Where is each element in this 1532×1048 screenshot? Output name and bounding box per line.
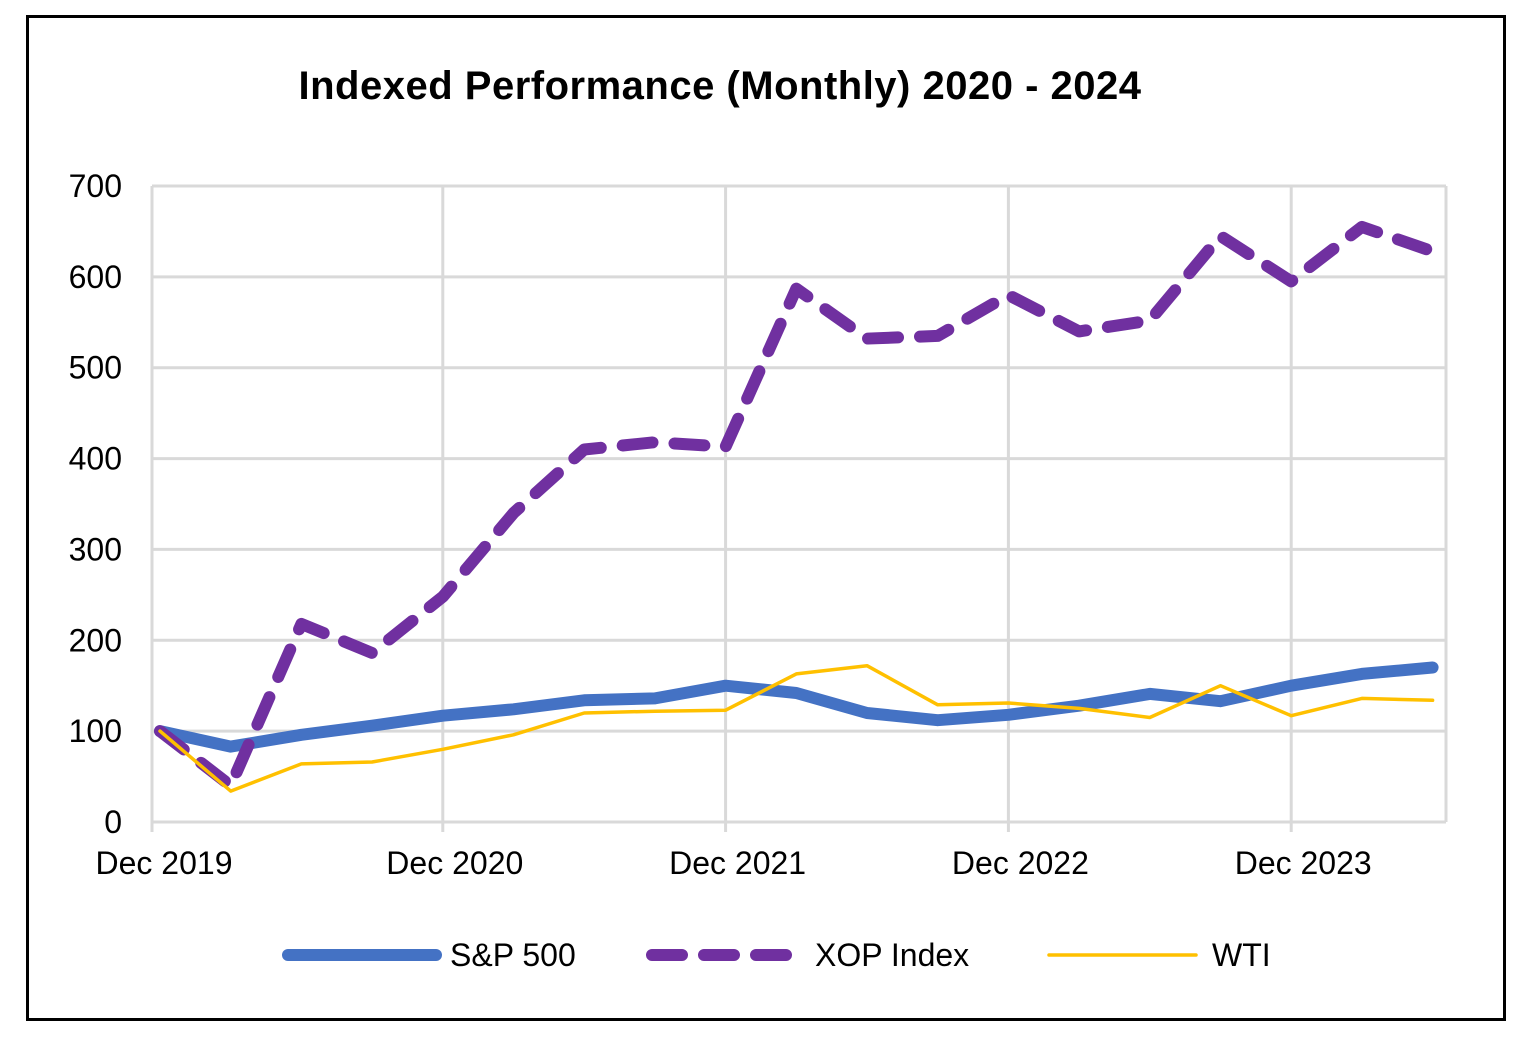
y-tick-label: 200: [69, 622, 122, 658]
x-tick-label: Dec 2022: [952, 845, 1089, 881]
x-tick-label: Dec 2023: [1235, 845, 1372, 881]
y-tick-label: 100: [69, 713, 122, 749]
legend-label-s-p-500: S&P 500: [450, 937, 576, 973]
x-tick-label: Dec 2019: [96, 845, 233, 881]
y-tick-label: 0: [104, 804, 122, 840]
x-tick-label: Dec 2021: [669, 845, 806, 881]
grid: [150, 184, 1448, 822]
y-tick-label: 600: [69, 259, 122, 295]
x-tick-label: Dec 2020: [386, 845, 523, 881]
legend-label-xop-index: XOP Index: [815, 937, 969, 973]
y-tick-label: 500: [69, 350, 122, 386]
y-tick-label: 300: [69, 531, 122, 567]
legend: S&P 500 XOP Index WTI: [282, 937, 1271, 973]
series: [154, 220, 1439, 793]
chart-frame: [26, 15, 1506, 1021]
chart-title: Indexed Performance (Monthly) 2020 - 202…: [298, 64, 1142, 108]
series-line-s-p-500: [154, 661, 1439, 753]
series-line-wti: [158, 663, 1435, 793]
y-tick-label: 700: [69, 168, 122, 204]
series-line-xop-index: [154, 220, 1439, 792]
axes: [150, 820, 1446, 832]
tick-labels: 0 100 200 300 400 500 600 700 Dec 2019 Dec 2020 De…: [69, 168, 1372, 881]
y-tick-label: 400: [69, 441, 122, 477]
legend-label-wti: WTI: [1212, 937, 1271, 973]
